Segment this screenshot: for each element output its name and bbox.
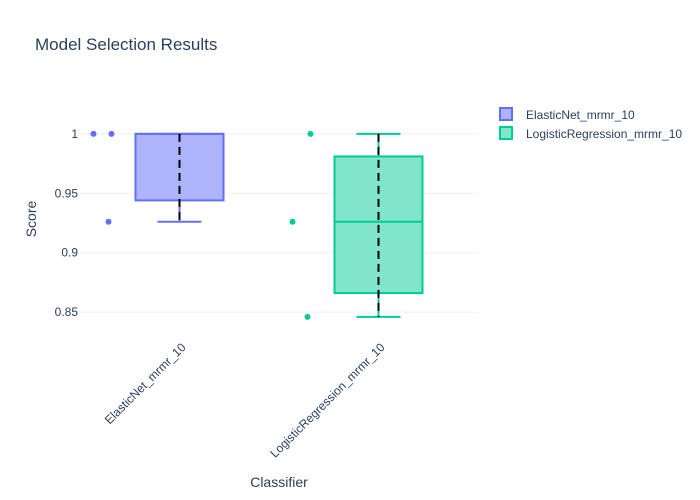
y-tick-label: 0.95	[55, 186, 79, 200]
legend-item[interactable]: ElasticNet_mrmr_10	[499, 107, 635, 122]
box-series	[289, 130, 424, 320]
data-point[interactable]	[307, 130, 314, 137]
box-series-group	[90, 130, 424, 320]
legend-swatch	[499, 126, 513, 140]
data-point[interactable]	[304, 313, 311, 320]
y-axis-title: Score	[23, 201, 39, 238]
data-point[interactable]	[105, 218, 112, 225]
y-axis-ticks: 0.85 0.9 0.95 1	[55, 127, 79, 319]
x-axis-title: Classifier	[250, 474, 308, 490]
y-tick-label: 1	[71, 127, 78, 141]
legend-label: ElasticNet_mrmr_10	[526, 108, 635, 122]
box-series	[90, 130, 225, 225]
data-point[interactable]	[108, 130, 115, 137]
y-tick-label: 0.9	[61, 246, 78, 260]
legend-swatch	[499, 107, 513, 121]
legend[interactable]: ElasticNet_mrmr_10 LogisticRegression_mrm…	[499, 107, 682, 141]
legend-item[interactable]: LogisticRegression_mrmr_10	[499, 126, 682, 141]
data-point[interactable]	[90, 130, 97, 137]
chart-title: Model Selection Results	[35, 35, 217, 54]
y-tick-label: 0.85	[55, 305, 79, 319]
legend-label: LogisticRegression_mrmr_10	[526, 127, 682, 141]
data-point[interactable]	[289, 218, 296, 225]
